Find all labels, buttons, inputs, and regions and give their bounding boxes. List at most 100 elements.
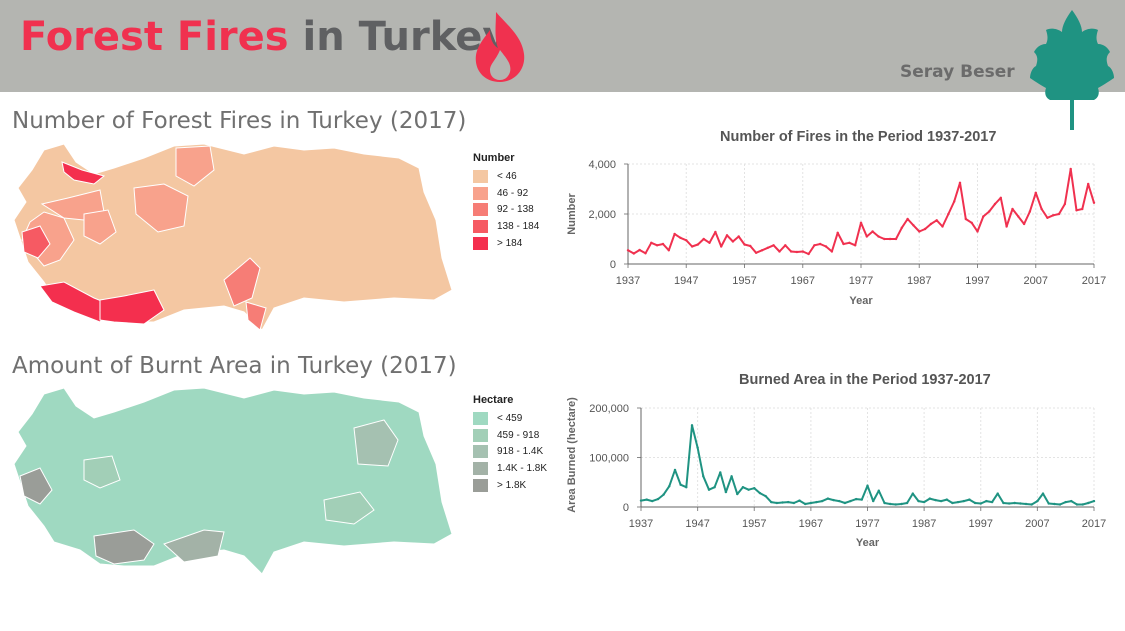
data-point [1011,207,1014,211]
legend-label: 92 - 138 [497,204,534,216]
region-adana [223,257,261,307]
legend-swatch [473,219,488,233]
data-point [939,499,943,503]
data-point [1092,201,1096,204]
data-point [813,244,816,247]
tree-icon [1030,10,1114,130]
x-tick-label: 1947 [674,275,698,287]
data-point [1017,215,1020,218]
data-point [951,501,954,505]
data-point [999,196,1002,199]
y-axis-label: Area Burned (hectare) [566,397,578,513]
data-point [679,236,682,239]
data-point [912,224,915,227]
data-point [970,221,973,224]
data-point [979,502,982,505]
legend-label: 1.4K - 1.8K [497,462,548,474]
data-point [900,502,903,506]
data-point [968,498,971,501]
data-point [883,501,886,505]
legend-label: 46 - 92 [497,187,529,199]
data-point [982,215,985,218]
legend-item: < 459 [473,410,547,427]
data-point [1063,202,1067,206]
legend-swatch [473,169,488,183]
x-tick-label: 1997 [969,518,993,530]
data-point [877,489,880,492]
data-point [720,245,723,248]
data-point [849,499,852,503]
data-point [632,252,635,255]
data-point [702,237,705,241]
data-point [990,500,994,504]
data-point [1087,501,1090,505]
data-point [1013,501,1016,505]
data-point [772,244,775,247]
legend-label: < 46 [497,170,517,182]
data-point [1019,502,1022,505]
data-point [639,499,643,502]
data-point [764,494,767,498]
data-point [668,485,671,488]
x-tick-label: 1977 [849,275,873,287]
legend-item: 459 - 918 [473,427,547,444]
data-point [918,230,921,233]
data-point [667,249,670,252]
data-point [964,217,967,221]
region-antalya-area [93,529,155,565]
data-point [973,501,977,505]
data-point [707,488,711,491]
data-point [988,210,991,213]
data-point [855,497,858,501]
x-axis-label: Year [849,295,873,307]
legend-label: > 1.8K [497,479,527,491]
region-hatay [245,301,267,331]
data-point [685,486,688,489]
data-point [836,231,839,234]
data-point [1064,500,1067,504]
data-point [1007,502,1011,505]
data-point [824,245,828,248]
data-point [865,235,868,238]
data-point [747,488,750,491]
data-point [685,239,688,242]
data-point [1053,502,1056,506]
data-point [656,497,660,501]
data-point [696,243,700,246]
x-tick-label: 2017 [1082,518,1106,530]
legend-item: 918 - 1.4K [473,443,547,460]
data-point [760,249,764,252]
data-point [894,503,897,506]
legend-item: 138 - 184 [473,218,539,235]
data-point [798,499,801,502]
x-tick-label: 1957 [742,518,766,530]
legend-label: 459 - 918 [497,429,540,441]
legend-item: < 46 [473,168,539,185]
data-point [962,499,965,503]
data-point [644,252,647,255]
x-tick-label: 1987 [907,275,931,287]
data-point [679,483,682,486]
data-point [758,491,762,495]
data-point [935,219,938,222]
data-point [638,248,641,252]
data-point [743,243,746,246]
x-tick-label: 1987 [912,518,936,530]
data-point [947,212,950,216]
data-point [928,497,931,500]
data-point [789,250,793,253]
data-point [859,221,863,224]
x-tick-label: 1947 [685,518,709,530]
data-point [1058,503,1062,506]
data-point [871,230,874,233]
data-point [976,230,979,233]
data-point [1030,503,1033,506]
data-point [753,487,756,490]
x-tick-label: 1967 [799,518,823,530]
data-point [877,235,880,238]
region-bursa [83,209,117,245]
data-point [626,249,630,252]
data-point [1070,499,1073,503]
data-point [1005,225,1008,228]
